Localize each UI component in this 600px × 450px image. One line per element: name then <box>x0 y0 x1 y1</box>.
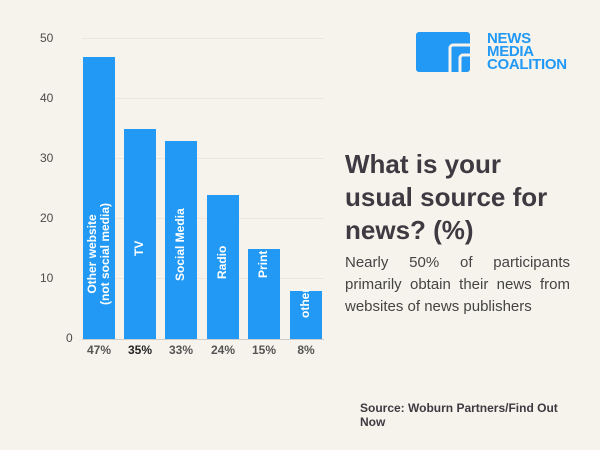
logo-text: NEWS MEDIA COALITION <box>487 30 567 73</box>
ytick-20: 20 <box>40 211 54 225</box>
gridline-50 <box>82 38 324 39</box>
gridline-20 <box>82 218 324 219</box>
ytick-0: 0 <box>66 331 73 345</box>
pct-label: 35% <box>127 343 153 357</box>
bar-label: Other website (not social media) <box>85 202 112 305</box>
bar-label: other <box>298 288 312 318</box>
pct-label: 15% <box>251 343 277 357</box>
bar-label-line2: (not social media) <box>98 202 112 305</box>
logo-line2: MEDIA <box>487 43 534 60</box>
pct-label: 24% <box>210 343 236 357</box>
bar-other-website: Other website (not social media) <box>83 57 115 339</box>
logo-line1: NEWS <box>487 30 531 47</box>
bar-label: Social Media <box>173 208 187 281</box>
chart-subtitle: Nearly 50% of participants primarily obt… <box>345 254 570 315</box>
gridline-10 <box>82 278 324 279</box>
ytick-40: 40 <box>40 91 54 105</box>
bar-tv: TV <box>124 129 156 339</box>
bar-other: other <box>290 288 322 339</box>
bar-label: Print <box>256 250 270 278</box>
bar-print: Print <box>248 249 280 339</box>
pct-label: 47% <box>86 343 112 357</box>
bar-radio: Radio <box>207 195 239 339</box>
bar-label: TV <box>132 240 146 256</box>
pct-label: 33% <box>168 343 194 357</box>
x-axis <box>82 339 324 340</box>
chart-title: What is your usual source for news? (%) <box>345 149 548 245</box>
pct-label: 8% <box>297 343 315 357</box>
bar-label: Radio <box>215 245 229 279</box>
ytick-30: 30 <box>40 151 54 165</box>
source-note: Source: Woburn Partners/Find Out Now <box>360 401 558 429</box>
ytick-10: 10 <box>40 271 54 285</box>
news-media-coalition-logo: NEWS MEDIA COALITION <box>416 31 567 77</box>
bar-social-media: Social Media <box>165 141 197 339</box>
gridline-40 <box>82 98 324 99</box>
logo-mark-icon <box>416 32 470 72</box>
ytick-50: 50 <box>40 31 54 45</box>
logo-line3: COALITION <box>487 56 567 73</box>
gridline-30 <box>82 158 324 159</box>
